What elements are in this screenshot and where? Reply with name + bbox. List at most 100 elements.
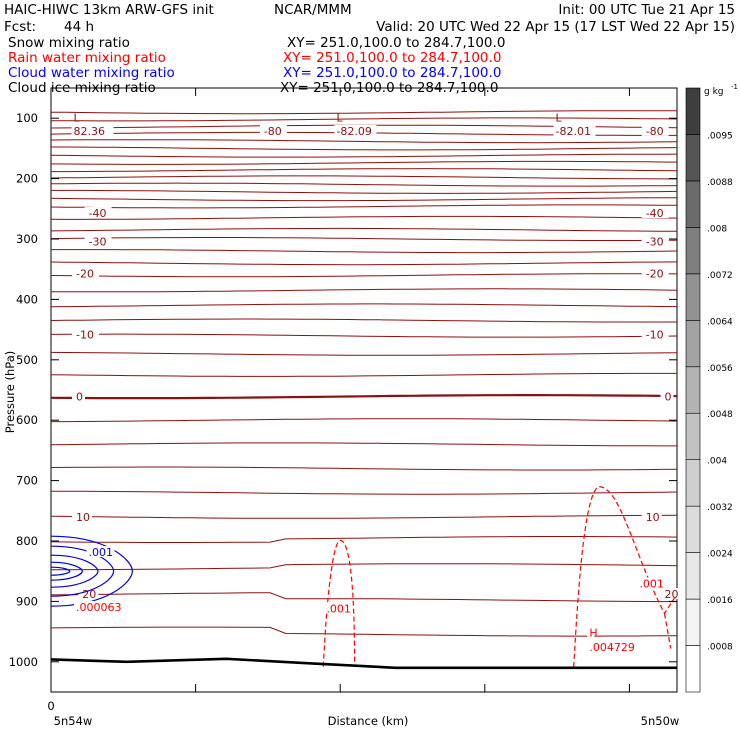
field-xy-cloud-water: XY= 251.0,100.0 to 284.7,100.0 [283, 65, 501, 81]
x-end-label: 5n50w [641, 714, 680, 728]
isotherm-label: 0 [664, 391, 671, 404]
cloud-water-contours [50, 535, 133, 607]
colorbar-tick-label: .0048 [707, 410, 733, 420]
colorbar-tick-label: .0024 [707, 550, 733, 560]
x-axis-label: Distance (km) [328, 714, 409, 728]
colorbar-tick-label: .0016 [707, 596, 733, 606]
colorbar-segment [685, 459, 701, 507]
y-tick-label: 400 [16, 292, 38, 306]
isotherm-label: -20 [76, 267, 94, 280]
rain-label-bg [587, 626, 595, 638]
isotherm-line [50, 204, 678, 209]
rain-contour [573, 486, 678, 667]
isotherm-line [51, 189, 678, 194]
isotherm-line [50, 351, 678, 356]
isotherm-line [50, 175, 677, 180]
isotherm-line [50, 333, 678, 338]
isotherm-label: -30 [646, 235, 664, 248]
cloud-water-label: .001 [89, 546, 114, 559]
isotherm-label: 10 [646, 511, 660, 524]
isotherm-line [51, 490, 678, 495]
cloud-label-bg [86, 546, 115, 558]
isotherm-line [50, 394, 678, 400]
colorbar-tick-label: .0056 [707, 364, 733, 374]
colorbar-tick-label: .0095 [707, 131, 733, 141]
colorbar-segment [685, 645, 701, 693]
temp-min-symbol: L [74, 111, 81, 124]
colorbar-segment [685, 180, 701, 228]
isotherm-label: 10 [76, 511, 90, 524]
y-tick-label: 100 [16, 111, 38, 125]
colorbar-units: g kg [704, 87, 724, 97]
isotherm-line [50, 303, 678, 308]
temp-min-symbol: L [556, 111, 563, 124]
colorbar-segment [685, 320, 701, 368]
isotherm-line [51, 418, 678, 423]
isotherm-label: -40 [646, 207, 664, 220]
y-tick-label: 500 [16, 353, 38, 367]
temp-min-bg [334, 124, 377, 136]
y-axis-label: Pressure (hPa) [3, 351, 17, 434]
isotherm-label: -20 [646, 267, 664, 280]
forecast-hour: 44 h [64, 19, 94, 35]
colorbar-segment [685, 134, 701, 182]
isotherm-label: 0 [76, 391, 83, 404]
rain-label: .001 [639, 577, 664, 590]
rain-label-bg [74, 601, 124, 613]
x-start-label: 5n54w [54, 714, 93, 728]
isotherm-line [51, 168, 678, 173]
isotherm-label-bg [641, 328, 669, 340]
isotherm-line [51, 146, 678, 151]
isotherm-line [50, 139, 678, 144]
forecast-label: Fcst: [4, 19, 36, 35]
colorbar-tick-label: .004 [707, 457, 727, 467]
isotherm-label-bg [259, 124, 287, 136]
colorbar-tick-label: .0072 [707, 271, 733, 281]
x-axis [50, 88, 630, 692]
field-xy-snow: XY= 251.0,100.0 to 284.7,100.0 [287, 35, 505, 51]
isotherm-label: -10 [76, 328, 94, 341]
isotherm-line [50, 442, 677, 447]
contour-annotations: .001 .001 .000063 H .004729 .001 [74, 546, 666, 654]
colorbar-segment [685, 366, 701, 414]
temperature-isotherms [50, 110, 678, 637]
cloud-water-contour [50, 566, 71, 576]
isotherm-label: -80 [264, 125, 282, 138]
y-tick-label: 200 [16, 172, 38, 186]
isotherm-line [50, 318, 677, 323]
plot-frame [50, 87, 678, 693]
isotherm-line [50, 237, 678, 241]
colorbar-segment [685, 505, 701, 553]
colorbar-segment [685, 552, 701, 600]
isotherm-line [50, 372, 677, 377]
isotherm-label-bg [641, 235, 669, 247]
isotherm-label-bg [641, 267, 669, 279]
isotherm-label-bg [660, 390, 674, 402]
model-title: HAIC-HIWC 13km ARW-GFS init [4, 2, 214, 18]
valid-time: Valid: 20 UTC Wed 22 Apr 15 (17 LST Wed … [376, 19, 735, 35]
colorbar-tick-label: .0088 [707, 178, 733, 188]
isotherm-label-bg [641, 510, 662, 522]
isotherm-line [50, 261, 678, 266]
isotherm-label-bg [72, 328, 100, 340]
x-zero-label: 0 [47, 699, 54, 713]
isotherm-label: -30 [89, 235, 107, 248]
field-label-rain: Rain water mixing ratio [8, 50, 166, 66]
cloud-water-contour [50, 535, 133, 607]
isotherm-line [50, 110, 677, 115]
isotherm-label-bg [84, 207, 112, 219]
colorbar-segment [685, 227, 701, 275]
colorbar: .0008 .0016 .0024 .0032 .004 .0048 .0056 .0064.… [685, 87, 733, 693]
rain-label-bg [637, 577, 666, 589]
colorbar-tick-label: .0008 [707, 643, 733, 653]
isotherm-line [50, 536, 678, 543]
cloud-water-contour [50, 545, 115, 597]
isotherm-label: -80 [646, 125, 664, 138]
rain-label: .001 [326, 602, 351, 615]
isotherm-label-bg [78, 588, 99, 600]
y-tick-label: 1000 [9, 655, 38, 669]
plot-area: -80 -80 -40 -40 -30 -30 -20 -20 -10 -10 0 0 10 10 20 20… [9, 87, 681, 693]
temp-min-bg [553, 124, 596, 136]
